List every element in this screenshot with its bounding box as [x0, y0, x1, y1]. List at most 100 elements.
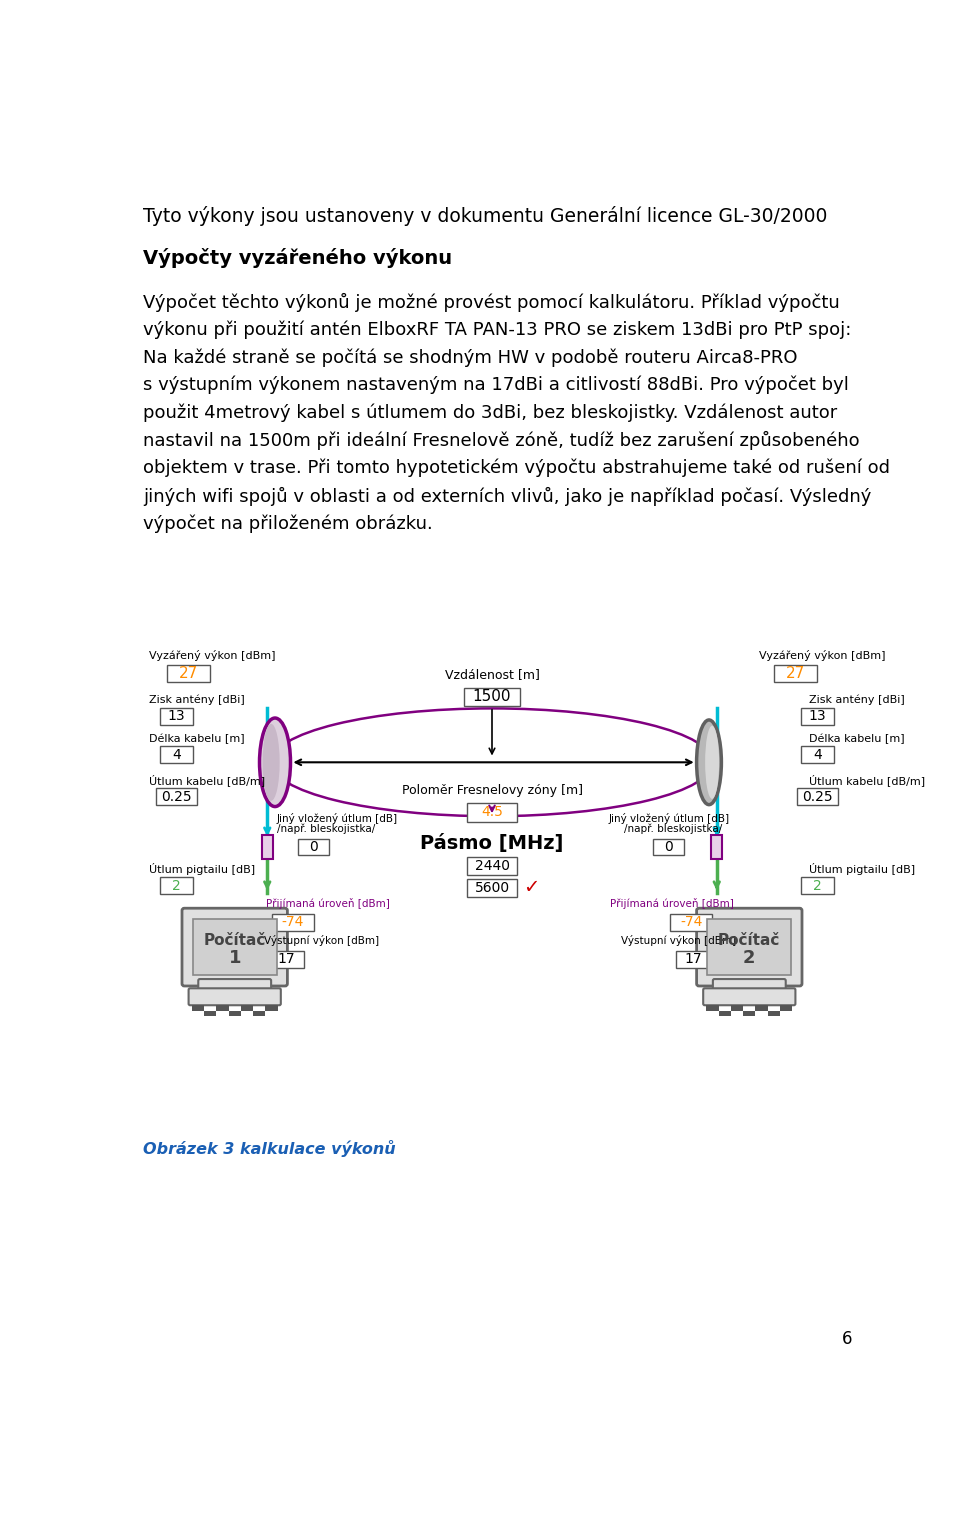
FancyBboxPatch shape — [204, 1010, 216, 1016]
Text: 2: 2 — [172, 878, 180, 893]
Text: 17: 17 — [277, 952, 296, 967]
FancyBboxPatch shape — [653, 838, 684, 855]
Text: Vyzářený výkon [dBm]: Vyzářený výkon [dBm] — [758, 650, 885, 662]
FancyBboxPatch shape — [768, 1010, 780, 1016]
Text: Výstupní výkon [dBm]: Výstupní výkon [dBm] — [621, 935, 736, 946]
FancyBboxPatch shape — [241, 1006, 253, 1010]
Text: 1: 1 — [228, 949, 241, 967]
Text: 5600: 5600 — [474, 881, 510, 895]
Text: 4.5: 4.5 — [481, 805, 503, 819]
Text: Poloměr Fresnelovy zóny [m]: Poloměr Fresnelovy zóny [m] — [401, 784, 583, 798]
Text: Tyto výkony jsou ustanoveny v dokumentu Generální licence GL-30/2000: Tyto výkony jsou ustanoveny v dokumentu … — [143, 206, 828, 226]
Text: Zisk antény [dBi]: Zisk antény [dBi] — [150, 695, 245, 705]
Text: Vyzářený výkon [dBm]: Vyzářený výkon [dBm] — [150, 650, 276, 662]
FancyBboxPatch shape — [719, 1010, 731, 1016]
FancyBboxPatch shape — [272, 915, 314, 930]
FancyBboxPatch shape — [775, 665, 817, 682]
Text: Útlum kabelu [dB/m]: Útlum kabelu [dB/m] — [150, 775, 266, 785]
FancyBboxPatch shape — [228, 1010, 241, 1016]
Text: -74: -74 — [680, 915, 703, 930]
FancyBboxPatch shape — [703, 989, 796, 1006]
Text: /např. bleskojistka/: /např. bleskojistka/ — [624, 824, 722, 835]
Text: Výstupní výkon [dBm]: Výstupní výkon [dBm] — [264, 935, 379, 946]
Text: Jiný vložený útlum [dB]: Jiný vložený útlum [dB] — [276, 813, 397, 824]
Text: 13: 13 — [808, 708, 827, 724]
Text: -74: -74 — [281, 915, 304, 930]
FancyBboxPatch shape — [299, 838, 329, 855]
Text: Útlum pigtailu [dB]: Útlum pigtailu [dB] — [150, 862, 255, 875]
Text: 2440: 2440 — [474, 859, 510, 873]
Text: 27: 27 — [179, 667, 198, 681]
Text: ✓: ✓ — [523, 878, 540, 898]
Text: jiných wifi spojů v oblasti a od externích vlivů, jako je například počasí. Výsl: jiných wifi spojů v oblasti a od externí… — [143, 487, 872, 505]
Text: Výpočet těchto výkonů je možné provést pomocí kalkulátoru. Příklad výpočtu: Výpočet těchto výkonů je možné provést p… — [143, 293, 840, 311]
Text: 0: 0 — [664, 839, 673, 855]
Text: Útlum pigtailu [dB]: Útlum pigtailu [dB] — [809, 862, 915, 875]
FancyBboxPatch shape — [780, 1006, 792, 1010]
FancyBboxPatch shape — [670, 915, 712, 930]
Text: Přijímaná úroveň [dBm]: Přijímaná úroveň [dBm] — [266, 898, 390, 909]
FancyBboxPatch shape — [467, 856, 517, 875]
Ellipse shape — [697, 719, 721, 804]
FancyBboxPatch shape — [711, 835, 722, 859]
FancyBboxPatch shape — [265, 1006, 277, 1010]
FancyBboxPatch shape — [167, 665, 209, 682]
FancyBboxPatch shape — [697, 909, 802, 986]
FancyBboxPatch shape — [192, 1006, 204, 1010]
Text: výkonu při použití antén ElboxRF TA PAN-13 PRO se ziskem 13dBi pro PtP spoj:: výkonu při použití antén ElboxRF TA PAN-… — [143, 320, 852, 339]
Text: 4: 4 — [172, 747, 180, 762]
Text: Počítač: Počítač — [204, 933, 266, 949]
FancyBboxPatch shape — [464, 687, 520, 705]
FancyBboxPatch shape — [707, 1006, 719, 1010]
Text: objektem v trase. Při tomto hypotetickém výpočtu abstrahujeme také od rušení od: objektem v trase. Při tomto hypotetickém… — [143, 459, 890, 477]
FancyBboxPatch shape — [182, 909, 287, 986]
Text: 27: 27 — [786, 667, 805, 681]
Text: Výpočty vyzářeného výkonu: Výpočty vyzářeného výkonu — [143, 248, 452, 268]
FancyBboxPatch shape — [160, 745, 193, 762]
FancyBboxPatch shape — [160, 878, 193, 893]
FancyBboxPatch shape — [188, 989, 281, 1006]
Ellipse shape — [259, 718, 291, 807]
Ellipse shape — [706, 725, 719, 799]
Text: nastavil na 1500m při ideální Fresnelově zóně, tudíž bez zarušení způsobeného: nastavil na 1500m při ideální Fresnelově… — [143, 431, 860, 450]
Text: 4: 4 — [813, 747, 822, 762]
Text: Na každé straně se počítá se shodným HW v podobě routeru Airca8-PRO: Na každé straně se počítá se shodným HW … — [143, 348, 798, 367]
Text: výpočet na přiloženém obrázku.: výpočet na přiloženém obrázku. — [143, 514, 433, 533]
FancyBboxPatch shape — [199, 979, 271, 993]
FancyBboxPatch shape — [756, 1006, 768, 1010]
FancyBboxPatch shape — [269, 950, 304, 967]
Text: 6: 6 — [842, 1329, 852, 1348]
FancyBboxPatch shape — [798, 788, 838, 805]
FancyBboxPatch shape — [160, 707, 193, 724]
FancyBboxPatch shape — [216, 1006, 228, 1010]
FancyBboxPatch shape — [253, 1010, 265, 1016]
FancyBboxPatch shape — [156, 788, 197, 805]
FancyBboxPatch shape — [262, 835, 273, 859]
FancyBboxPatch shape — [802, 878, 834, 893]
Text: Délka kabelu [m]: Délka kabelu [m] — [150, 733, 245, 744]
FancyBboxPatch shape — [743, 1010, 756, 1016]
Text: Obrázek 3 kalkulace výkonů: Obrázek 3 kalkulace výkonů — [143, 1140, 396, 1157]
Text: s výstupním výkonem nastaveným na 17dBi a citlivostí 88dBi. Pro výpočet byl: s výstupním výkonem nastaveným na 17dBi … — [143, 376, 850, 394]
Text: použit 4metrový kabel s útlumem do 3dBi, bez bleskojistky. Vzdálenost autor: použit 4metrový kabel s útlumem do 3dBi,… — [143, 403, 837, 422]
Ellipse shape — [263, 724, 279, 801]
FancyBboxPatch shape — [802, 707, 834, 724]
Text: 13: 13 — [168, 708, 185, 724]
Text: Délka kabelu [m]: Délka kabelu [m] — [809, 733, 904, 744]
Text: Zisk antény [dBi]: Zisk antény [dBi] — [809, 695, 904, 705]
Text: Jiný vložený útlum [dB]: Jiný vložený útlum [dB] — [609, 813, 730, 824]
FancyBboxPatch shape — [467, 878, 517, 896]
Text: 0.25: 0.25 — [161, 790, 192, 804]
FancyBboxPatch shape — [676, 950, 711, 967]
FancyBboxPatch shape — [802, 745, 834, 762]
FancyBboxPatch shape — [467, 802, 517, 822]
Text: 0: 0 — [309, 839, 318, 855]
Text: /např. bleskojistka/: /např. bleskojistka/ — [276, 824, 374, 835]
FancyBboxPatch shape — [193, 919, 276, 975]
FancyBboxPatch shape — [708, 919, 791, 975]
Text: Počítač: Počítač — [718, 933, 780, 949]
FancyBboxPatch shape — [731, 1006, 743, 1010]
Text: Útlum kabelu [dB/m]: Útlum kabelu [dB/m] — [809, 775, 925, 785]
Text: Vzdálenost [m]: Vzdálenost [m] — [444, 668, 540, 681]
Text: 0.25: 0.25 — [803, 790, 833, 804]
